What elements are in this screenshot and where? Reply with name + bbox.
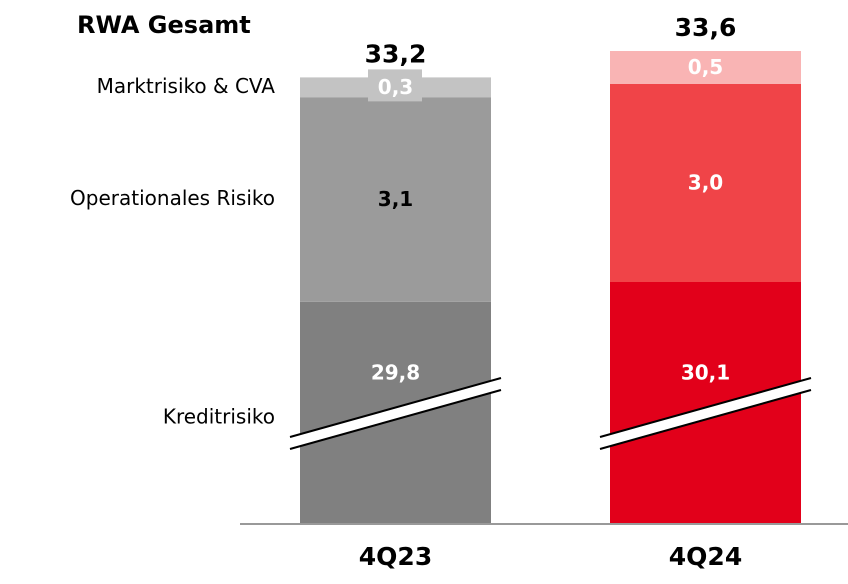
legend-label: Operationales Risiko (70, 186, 275, 210)
bar-segment (610, 282, 801, 524)
value-label: 3,1 (378, 187, 413, 211)
axis-break (290, 378, 501, 449)
axis-break (600, 378, 811, 449)
total-label: 33,2 (365, 39, 427, 68)
x-tick-label: 4Q23 (359, 542, 432, 571)
value-label: 3,0 (688, 171, 723, 195)
legend-label: Marktrisiko & CVA (97, 74, 276, 98)
total-label: 33,6 (675, 13, 737, 42)
legend-label: Kreditrisiko (163, 405, 275, 429)
chart-title: RWA Gesamt (77, 11, 251, 39)
bar-segment (300, 97, 491, 302)
bar-segment (610, 51, 801, 84)
bars (300, 51, 801, 524)
value-label: 0,5 (688, 55, 723, 79)
axis-break-edge (289, 377, 502, 438)
bar-segment (610, 84, 801, 282)
value-label: 30,1 (681, 361, 730, 385)
value-label: 0,3 (378, 75, 413, 99)
axis-break-edge (289, 389, 502, 450)
label-box (368, 69, 422, 102)
axis-breaks (289, 377, 812, 450)
x-tick-label: 4Q24 (669, 542, 742, 571)
axis-break-edge (599, 389, 812, 450)
value-label: 29,8 (371, 361, 420, 385)
axis-break-edge (599, 377, 812, 438)
